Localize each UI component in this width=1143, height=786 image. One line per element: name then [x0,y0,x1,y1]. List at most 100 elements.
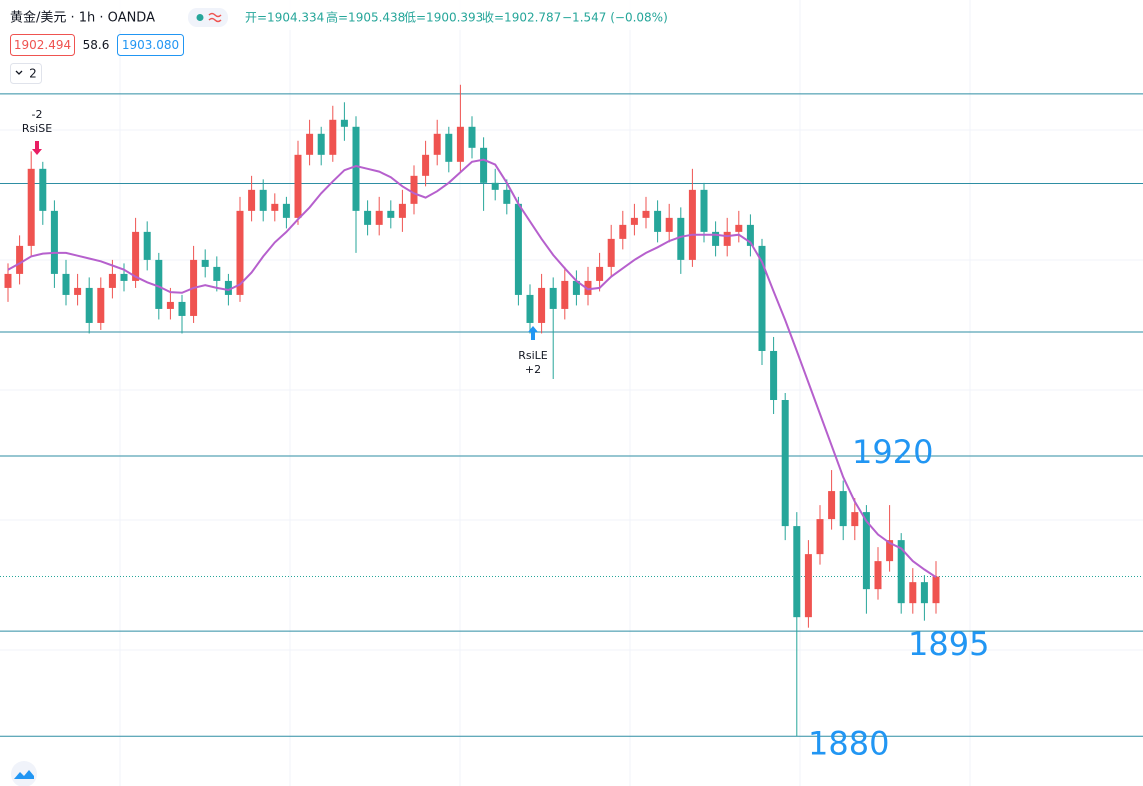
candle-body [364,210,372,225]
candle-body [329,119,337,155]
status-icon [208,12,222,23]
candle-body [619,224,627,239]
candle-body [97,287,105,323]
candle-body [851,512,859,527]
candle-body [770,350,778,401]
candle-body [456,126,464,162]
annotation: +2 [525,363,541,376]
ask: 1903.080 [122,38,179,52]
candle-body [897,540,905,604]
candle-body [4,273,12,288]
candle-body [828,491,836,520]
candle-body [862,512,870,590]
level-label: 1895 [908,625,989,663]
candle-body [665,217,673,232]
sell-arrow [32,141,42,155]
candle-body [781,400,789,527]
candle-body [62,273,70,295]
candle-body [422,154,430,176]
level-label: 1920 [852,433,933,471]
candles [4,84,940,737]
candle-body [410,175,418,204]
candle-body [920,582,928,604]
candle-body [712,231,720,246]
candle-body [503,189,511,204]
candle-body [642,210,650,218]
status-pill[interactable] [188,8,228,27]
candle-body [50,210,58,274]
candle-body [688,189,696,260]
candle-body [236,210,244,295]
candle-body [723,231,731,246]
candle-body [306,133,314,155]
candle-body [85,287,93,323]
candle-body [700,189,708,232]
candle-body [132,231,140,281]
indicator-count: 2 [29,67,37,81]
candle-body [398,203,406,218]
candle-body [120,273,128,281]
candle-body [932,576,940,604]
status-dot [196,14,204,21]
annotation: RsiSE [22,122,52,135]
candle-body [39,168,47,211]
bid: 1902.494 [14,38,71,52]
low: 低=1900.393 [404,11,483,25]
spread: 58.6 [83,38,110,52]
candle-body [375,210,383,225]
candle-body [746,224,754,246]
candle-body [224,280,232,295]
candle-body [27,168,35,246]
candle-body [155,259,163,309]
candle-body [758,245,766,351]
candle-body [282,203,290,218]
candle-body [317,133,325,155]
moving-average [7,158,937,579]
candle-body [816,519,824,555]
annotations: -2 RsiSE RsiLE +2 [22,108,548,376]
candle-body [294,154,302,218]
candle-body [584,280,592,295]
bid-box[interactable] [10,34,75,56]
candle-body [445,133,453,162]
indicator-toggle[interactable] [10,63,42,84]
candle-body [909,582,917,604]
header: 黄金/美元 · 1h · OANDA 开=1904.334 高=1905.438… [0,0,680,84]
high: 高=1905.438 [326,10,405,25]
candle-body [804,554,812,618]
close: 收=1902.787 [482,11,561,25]
candle-body [572,280,580,295]
candle-body [74,287,82,295]
logo-icon [14,770,34,779]
candle-body [340,119,348,127]
candle-body [387,210,395,218]
candle-body [526,294,534,323]
candle-body [213,266,221,281]
levels: 1920 1895 1880 [0,93,1143,762]
candle-body [677,217,685,260]
chevron [15,70,23,75]
candle-body [480,147,488,183]
ma-line [7,158,937,579]
candle-body [538,287,546,323]
change: −1.547 (−0.08%) [562,11,668,25]
candle-body [793,526,801,618]
candle-body [735,224,743,232]
candle-body [352,126,360,211]
ask-box[interactable] [117,34,184,56]
candle-body [561,280,569,309]
candle-body [259,189,267,211]
candle-body [654,210,662,232]
annotation: -2 [32,108,43,121]
open: 开=1904.334 [245,11,324,25]
logo-bg [11,761,37,786]
candle-body [839,491,847,527]
candle-body [596,266,604,281]
candle-body [549,287,557,309]
candle-body [248,189,256,211]
candle-body [886,540,894,562]
candle-body [166,301,174,309]
